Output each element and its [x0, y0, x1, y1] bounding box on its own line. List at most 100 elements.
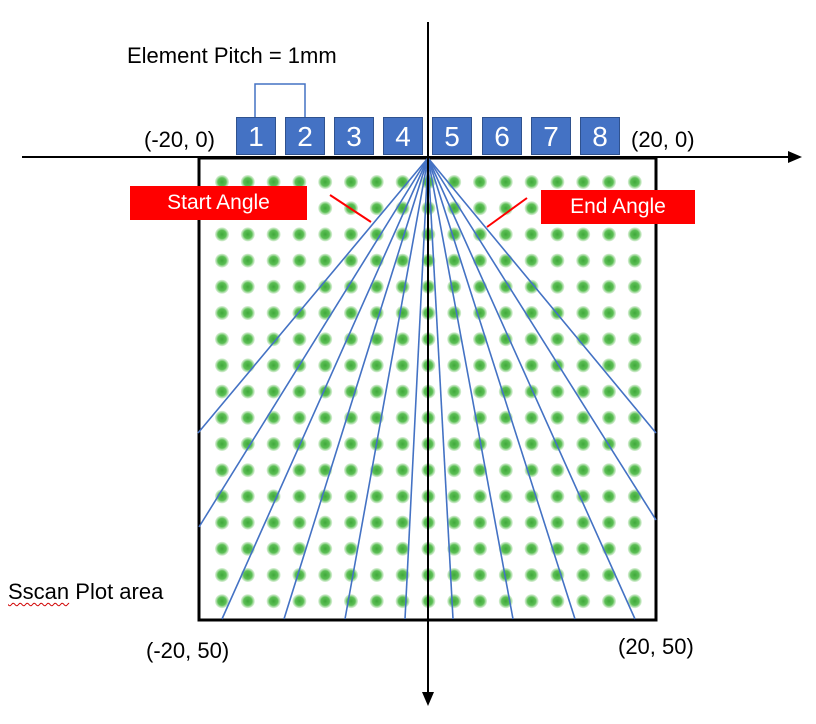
grid-point: [240, 306, 255, 320]
grid-point: [498, 568, 513, 582]
grid-point: [395, 306, 410, 320]
grid-point: [240, 384, 255, 399]
grid-point: [576, 384, 591, 399]
grid-point: [576, 332, 591, 347]
grid-point: [292, 175, 307, 189]
grid-point: [550, 410, 565, 425]
grid-point: [292, 227, 307, 242]
grid-point: [473, 568, 487, 582]
grid-point: [292, 489, 307, 504]
grid-point: [524, 253, 539, 268]
grid-point: [318, 332, 333, 347]
grid-point: [344, 306, 358, 320]
grid-point: [292, 253, 307, 268]
grid-point: [215, 358, 229, 373]
grid-point: [447, 358, 462, 373]
grid-point: [395, 463, 410, 478]
array-element-6: 6: [482, 117, 522, 155]
grid-point: [395, 358, 410, 373]
grid-point: [292, 384, 307, 399]
grid-point: [473, 358, 487, 373]
scan-ray: [283, 157, 429, 620]
grid-point: [473, 541, 487, 556]
grid-point: [550, 253, 565, 268]
grid-point: [550, 463, 565, 478]
grid-point: [344, 332, 358, 347]
grid-point: [292, 515, 307, 530]
grid-point: [395, 489, 410, 504]
pitch-bracket: [254, 83, 306, 117]
grid-point: [524, 594, 539, 609]
grid-point: [344, 463, 358, 478]
grid-point: [215, 437, 229, 451]
grid-point: [627, 175, 642, 189]
plot-area-label-word: Sscan: [8, 579, 70, 604]
grid-point: [576, 437, 591, 451]
grid-point: [266, 515, 281, 530]
grid-point: [550, 332, 565, 347]
grid-point: [602, 253, 616, 268]
grid-point: [576, 175, 591, 189]
grid-point: [292, 279, 307, 294]
end-angle-pointer: [486, 197, 528, 228]
grid-point: [266, 253, 281, 268]
grid-point: [627, 253, 642, 268]
grid-point: [576, 358, 591, 373]
grid-point: [602, 463, 616, 478]
grid-point: [215, 410, 229, 425]
grid-point: [524, 515, 539, 530]
grid-point: [344, 541, 358, 556]
grid-point: [524, 279, 539, 294]
grid-point: [240, 437, 255, 451]
grid-point: [447, 384, 462, 399]
grid-point: [576, 541, 591, 556]
grid-point: [550, 568, 565, 582]
grid-point: [318, 227, 333, 242]
grid-point: [498, 489, 513, 504]
grid-point: [318, 253, 333, 268]
grid-point: [602, 175, 616, 189]
grid-point: [318, 358, 333, 373]
grid-point: [627, 568, 642, 582]
grid-point: [473, 594, 487, 609]
array-element-3: 3: [334, 117, 374, 155]
grid-point: [266, 410, 281, 425]
array-element-2: 2: [285, 117, 325, 155]
start-angle-label: Start Angle: [130, 186, 307, 220]
grid-point: [292, 541, 307, 556]
grid-point: [473, 489, 487, 504]
grid-point: [318, 568, 333, 582]
grid-point: [369, 358, 384, 373]
coord-top-right: (20, 0): [631, 127, 695, 152]
grid-point: [447, 515, 462, 530]
grid-point: [576, 253, 591, 268]
coord-bottom-right: (20, 50): [618, 634, 694, 659]
grid-point: [344, 437, 358, 451]
scan-ray: [427, 157, 657, 434]
grid-point: [550, 515, 565, 530]
grid-point: [602, 489, 616, 504]
grid-point: [266, 594, 281, 609]
grid-point: [473, 201, 487, 216]
grid-point: [447, 253, 462, 268]
grid-point: [369, 201, 384, 216]
grid-point: [524, 384, 539, 399]
x-axis-arrow: [788, 151, 802, 163]
grid-point: [524, 410, 539, 425]
grid-point: [240, 332, 255, 347]
grid-point: [524, 306, 539, 320]
grid-point: [498, 306, 513, 320]
grid-point: [602, 384, 616, 399]
grid-point: [318, 410, 333, 425]
grid-point: [395, 253, 410, 268]
grid-point: [524, 332, 539, 347]
grid-point: [266, 437, 281, 451]
grid-point: [266, 306, 281, 320]
grid-point: [292, 463, 307, 478]
grid-point: [369, 227, 384, 242]
grid-point: [627, 515, 642, 530]
grid-point: [524, 437, 539, 451]
grid-point: [292, 594, 307, 609]
end-angle-label: End Angle: [541, 190, 695, 224]
grid-point: [318, 594, 333, 609]
